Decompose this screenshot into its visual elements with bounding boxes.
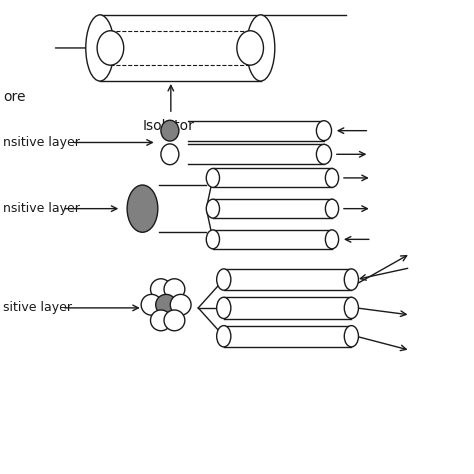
Text: sitive layer: sitive layer <box>3 301 72 314</box>
Ellipse shape <box>317 121 331 141</box>
Ellipse shape <box>246 15 275 81</box>
Ellipse shape <box>344 269 358 290</box>
Ellipse shape <box>217 326 231 347</box>
Bar <box>213 199 332 218</box>
Ellipse shape <box>217 269 231 290</box>
Ellipse shape <box>206 199 219 218</box>
Circle shape <box>164 310 185 331</box>
Ellipse shape <box>86 15 114 81</box>
Circle shape <box>151 310 171 331</box>
Ellipse shape <box>237 31 264 65</box>
Ellipse shape <box>127 185 158 232</box>
Ellipse shape <box>161 120 179 141</box>
Circle shape <box>170 294 191 315</box>
Bar <box>224 297 351 319</box>
Text: Isolator: Isolator <box>143 119 194 133</box>
Circle shape <box>156 294 176 315</box>
Text: nsitive layer: nsitive layer <box>3 136 80 149</box>
Bar <box>159 185 206 232</box>
Text: nsitive layer: nsitive layer <box>3 202 80 215</box>
Ellipse shape <box>317 145 331 164</box>
Ellipse shape <box>325 168 338 187</box>
Ellipse shape <box>161 144 179 164</box>
Bar <box>213 168 332 187</box>
Bar <box>188 121 324 141</box>
Ellipse shape <box>206 230 219 249</box>
Bar <box>213 230 332 249</box>
Circle shape <box>164 279 185 300</box>
Ellipse shape <box>325 230 338 249</box>
Ellipse shape <box>206 168 219 187</box>
Bar <box>224 269 351 290</box>
Ellipse shape <box>217 297 231 319</box>
Ellipse shape <box>344 326 358 347</box>
Ellipse shape <box>325 199 338 218</box>
Bar <box>110 31 250 65</box>
Bar <box>188 145 324 164</box>
Ellipse shape <box>344 297 358 319</box>
Circle shape <box>141 294 162 315</box>
Bar <box>224 326 351 347</box>
Bar <box>100 15 261 81</box>
Text: ore: ore <box>3 91 26 104</box>
Ellipse shape <box>97 31 124 65</box>
Circle shape <box>151 279 171 300</box>
